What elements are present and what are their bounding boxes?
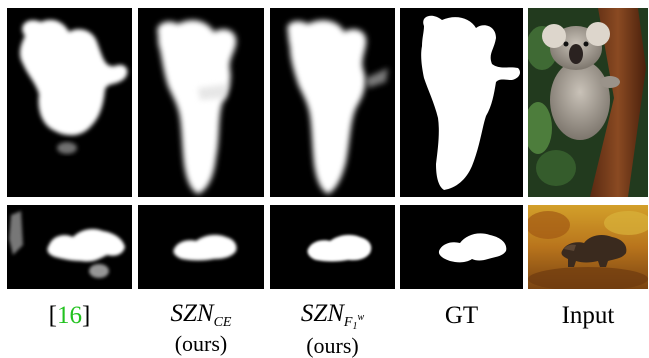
caption-szn-ce-main: SZN [170,300,214,327]
bear-szn-ce-saliency-map [138,205,264,289]
caption-gt: GT [400,302,523,331]
koala-szn-f1w-saliency-map [270,8,395,197]
caption-szn-f1w-sub-letter: F [343,315,353,330]
caption-szn-f1w: SZNF1w (ours) [270,300,395,358]
caption-input-label: Input [561,302,615,329]
caption-szn-ce-note: (ours) [174,331,228,357]
koala-szn-ce-saliency-map [138,8,264,197]
bear-ref16-saliency-map [7,205,132,289]
caption-ref16: [16] [7,302,132,331]
caption-szn-f1w-math: SZNF1w [300,300,365,332]
caption-szn-ce-subscript: CE [213,315,232,330]
bear-szn-f1w-saliency-map [270,205,395,289]
bear-ground-truth-mask [400,205,523,289]
caption-szn-ce: SZNCE (ours) [138,300,264,356]
caption-szn-f1w-subscript: F1w [343,312,365,332]
caption-szn-f1w-sup: w [357,312,365,323]
caption-szn-f1w-sub-sub: 1 [352,321,358,332]
koala-input-photo [528,8,648,197]
citation-link-16[interactable]: 16 [57,302,82,329]
caption-szn-f1w-note: (ours) [306,332,359,358]
caption-input: Input [528,302,648,331]
koala-ref16-saliency-map [7,8,132,197]
caption-ref16-open-bracket: [ [48,302,57,329]
caption-ref16-close-bracket: ] [82,302,91,329]
koala-ground-truth-mask [400,8,523,197]
caption-gt-label: GT [444,302,479,329]
bear-input-photo [528,205,648,289]
caption-szn-f1w-main: SZN [300,300,344,327]
caption-szn-ce-math: SZNCE [170,300,232,330]
